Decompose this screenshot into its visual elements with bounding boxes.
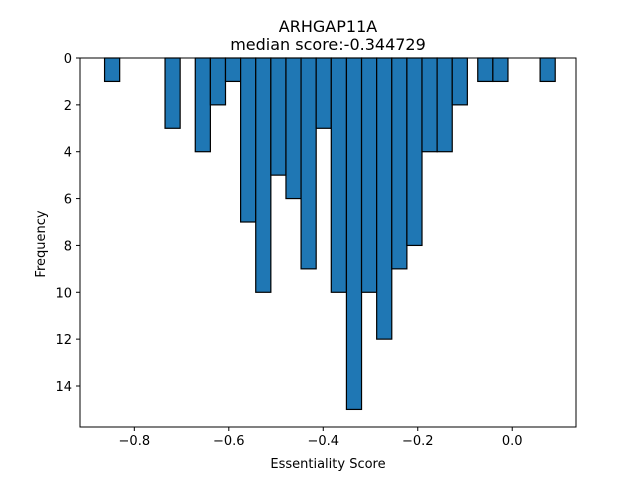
histogram-bar (255, 57, 272, 293)
y-tick-label: 8 (64, 239, 72, 254)
chart-title: ARHGAP11A (279, 17, 377, 36)
x-tick-label: −0.6 (213, 434, 245, 449)
axes-group: −0.8 −0.6 −0.4 −0.2 0.0 0 2 4 6 8 10 12 14 (55, 52, 577, 449)
histogram-bar (315, 57, 332, 129)
x-tick-label: 0.0 (502, 434, 523, 449)
bars-group (103, 57, 556, 411)
histogram-bar (209, 57, 227, 106)
histogram-bar (300, 57, 317, 270)
y-tick-label: 6 (64, 193, 72, 208)
histogram-bar (436, 57, 453, 153)
histogram-bar (164, 57, 181, 129)
y-tick-label: 14 (55, 380, 72, 395)
histogram-bar (270, 57, 287, 176)
histogram-bar (391, 57, 408, 270)
x-axis-label: Essentiality Score (270, 457, 385, 472)
y-tick-label: 12 (55, 333, 72, 348)
histogram-bar (285, 57, 302, 200)
chart-subtitle: median score:-0.344729 (230, 35, 426, 54)
x-tick-label: −0.8 (119, 434, 151, 449)
histogram-bar (103, 57, 121, 83)
histogram-bar (477, 57, 494, 83)
y-tick-label: 2 (64, 99, 72, 114)
plot-frame (79, 57, 577, 428)
y-tick-label: 4 (64, 146, 72, 161)
histogram-bar (224, 57, 242, 83)
x-tick-label: −0.4 (307, 434, 339, 449)
histogram-bar (539, 57, 556, 83)
histogram-bar (345, 57, 363, 411)
y-axis-label: Frequency (34, 210, 49, 277)
histogram-bar (376, 57, 393, 340)
histogram-bar (421, 57, 438, 153)
histogram-bar (406, 57, 423, 247)
histogram-bar (360, 57, 378, 293)
histogram-bar (492, 57, 509, 83)
histogram-bar (240, 57, 257, 223)
x-tick-label: −0.2 (402, 434, 434, 449)
histogram-bar (451, 57, 468, 106)
y-tick-label: 10 (55, 286, 72, 301)
histogram-bar (330, 57, 348, 293)
y-tick-label: 0 (64, 52, 72, 67)
histogram-bar (194, 57, 211, 153)
